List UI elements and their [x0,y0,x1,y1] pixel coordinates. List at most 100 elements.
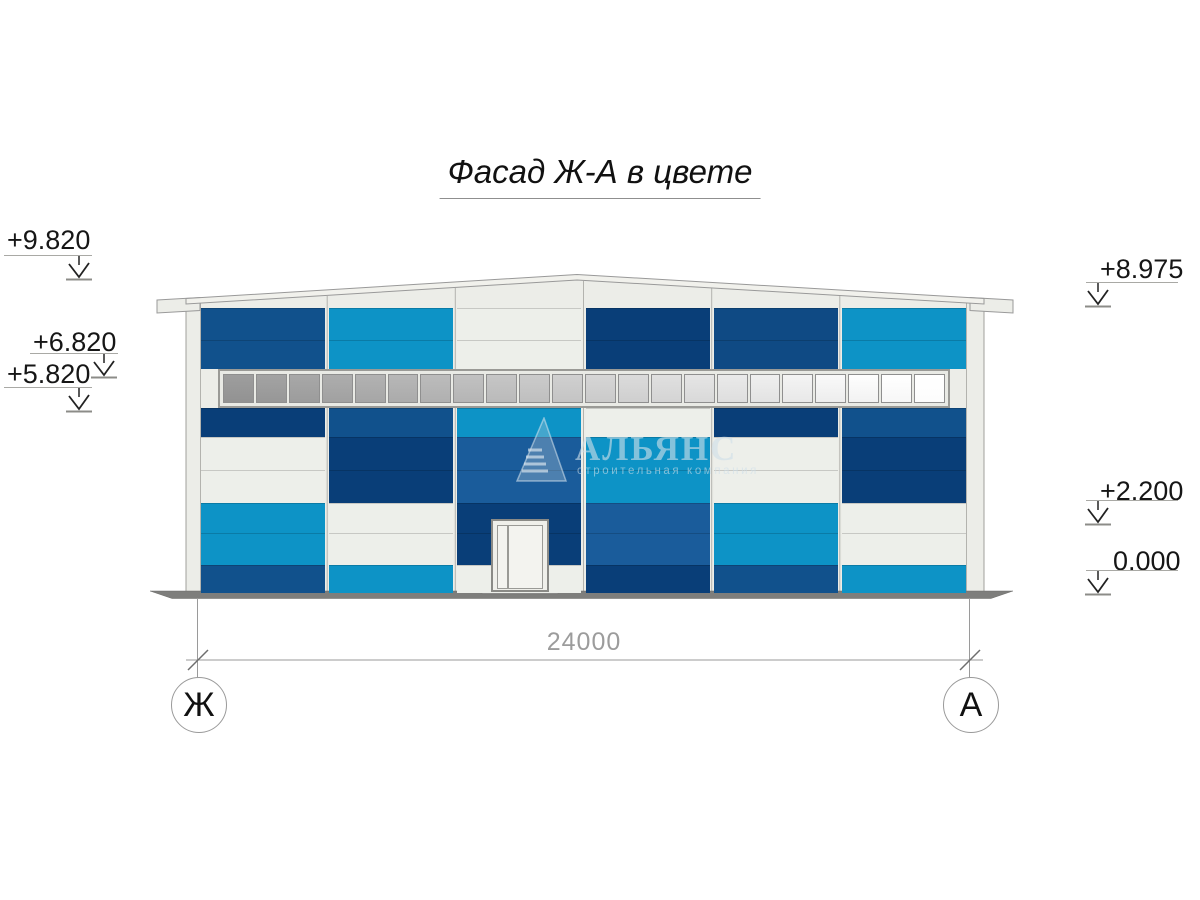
elevation-label: +5.820 [7,359,91,389]
facade-panel [841,470,966,503]
facade-panel [329,408,454,437]
extension-lines [197,598,970,678]
elevation-label: 0.000 [1113,546,1181,576]
facade-panel [585,437,710,470]
elevation-label: +9.820 [7,225,91,255]
elevation-label: +2.200 [1100,476,1184,506]
elevation-arrow-icon [1085,501,1111,526]
facade-panel [201,340,326,369]
window-pane [650,374,682,403]
axis-bubble-zh: Ж [171,677,227,733]
axis-label-zh: Ж [183,685,215,724]
window-pane [848,374,880,403]
elevation-label: +6.820 [33,327,117,357]
facade-panel [713,533,838,565]
facade-panel [329,565,454,593]
facade-panel [457,437,582,470]
facade-panel [713,565,838,593]
door-leaf-right [508,525,543,589]
facade-panel [841,565,966,593]
roof-band [185,273,985,305]
facade-panel [457,340,582,369]
facade-panel [457,470,582,503]
facade-panel [841,340,966,369]
elevation-level-line [30,353,118,354]
facade-panel [329,340,454,369]
window-pane [453,374,485,403]
elevation-level-line [4,255,92,256]
facade-panel [201,470,326,503]
elevation-arrow-icon [91,354,117,379]
facade-panel [329,308,454,340]
window-pane [519,374,551,403]
window-ribbon [218,369,950,408]
facade-panel [201,503,326,533]
facade-panel [329,503,454,533]
facade-panel [201,437,326,470]
facade-panel [841,308,966,340]
facade-panel [457,408,582,437]
entrance-door [491,519,549,592]
facade-panel [585,308,710,340]
window-pane [683,374,715,403]
window-pane [815,374,847,403]
dimension-value: 24000 [546,628,622,656]
elevation-level-line [4,387,92,388]
window-pane [914,374,945,403]
facade-panel [713,437,838,470]
facade-panel [585,503,710,533]
window-pane [387,374,419,403]
facade-panel [585,533,710,565]
facade-panel [585,340,710,369]
elevation-level-line [1086,570,1178,571]
window-pane [420,374,452,403]
window-panes [223,374,945,403]
facade-panel [201,308,326,340]
facade-panel [585,470,710,503]
facade-panel [201,565,326,593]
elevation-label: +8.975 [1100,254,1184,284]
window-pane [617,374,649,403]
facade-panel [585,408,710,437]
window-pane [486,374,518,403]
facade-panel [329,437,454,470]
facade-panel [841,408,966,437]
dimension-ticks [187,649,981,671]
facade-panel [457,308,582,340]
window-pane [749,374,781,403]
facade-panel [713,308,838,340]
window-pane [716,374,748,403]
window-pane [288,374,320,403]
window-pane [881,374,913,403]
mullion-lines [200,281,967,593]
window-pane [321,374,353,403]
elevation-arrow-icon [66,388,92,413]
facade-panel [201,408,326,437]
window-pane [354,374,386,403]
facade-panel [329,533,454,565]
window-pane [584,374,616,403]
page-title: Фасад Ж-А в цвете [439,153,761,199]
window-pane [223,374,254,403]
elevation-arrow-icon [1085,283,1111,308]
facade-panel [841,533,966,565]
facade-panel [585,565,710,593]
axis-bubble-a: А [943,677,999,733]
facade-panel [713,503,838,533]
facade-panel [841,503,966,533]
elevation-arrow-icon [1085,571,1111,596]
facade-panel [201,533,326,565]
window-pane [255,374,287,403]
axis-label-a: А [959,685,983,724]
door-leaf-left [497,525,508,589]
facade-panel [713,340,838,369]
window-pane [552,374,583,403]
facade-panel [329,470,454,503]
elevation-level-line [1086,500,1178,501]
facade-panel [713,470,838,503]
elevation-arrow-icon [66,256,92,281]
window-pane [782,374,814,403]
facade-panel [841,437,966,470]
elevation-level-line [1086,282,1178,283]
